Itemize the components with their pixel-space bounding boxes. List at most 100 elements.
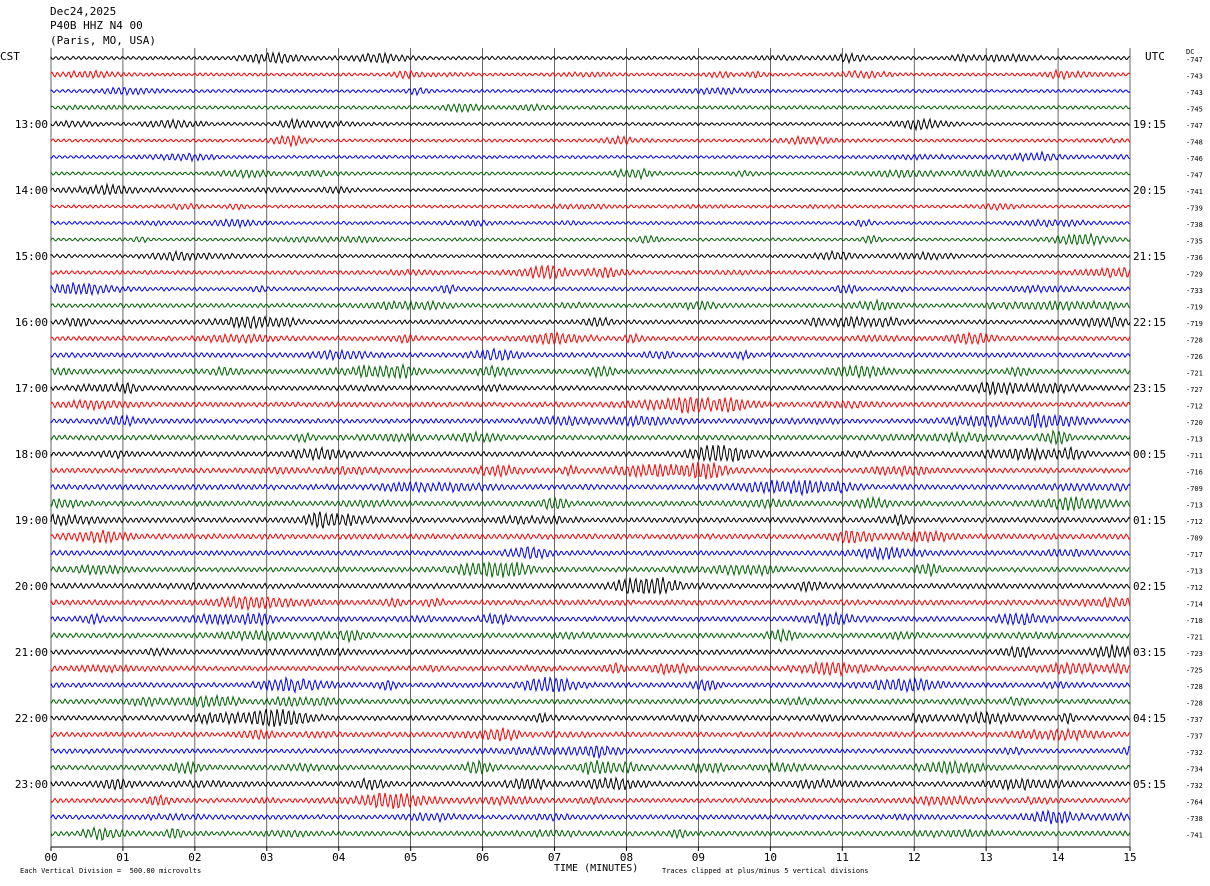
trace-row-44 xyxy=(50,759,1131,776)
utc-hour-label: 23:15 xyxy=(1133,382,1166,395)
cst-hour-label: 16:00 xyxy=(15,316,48,329)
dc-offset-label: -716 xyxy=(1186,469,1203,477)
dc-offset-label: -719 xyxy=(1186,320,1203,328)
trace-row-24 xyxy=(50,429,1131,446)
dc-offset-label: -727 xyxy=(1186,386,1203,394)
dc-offset-label: -725 xyxy=(1186,667,1203,675)
trace-row-6 xyxy=(50,134,1131,148)
clip-note: Traces clipped at plus/minus 5 vertical … xyxy=(662,867,869,875)
dc-offset-label: -719 xyxy=(1186,304,1203,312)
dc-offset-label: -720 xyxy=(1186,419,1203,427)
trace-row-29 xyxy=(50,511,1131,529)
dc-offset-label: -721 xyxy=(1186,634,1203,642)
utc-hour-label: 01:15 xyxy=(1133,514,1166,527)
dc-offset-label: -712 xyxy=(1186,403,1203,411)
cst-hour-label: 15:00 xyxy=(15,250,48,263)
dc-header-label: DC xyxy=(1186,48,1195,56)
x-tick-label: 06 xyxy=(476,851,489,864)
station-location: (Paris, MO, USA) xyxy=(50,34,156,47)
dc-offset-label: -737 xyxy=(1186,733,1203,741)
dc-offset-label: -728 xyxy=(1186,700,1203,708)
dc-offset-label: -711 xyxy=(1186,452,1203,460)
dc-offset-label: -764 xyxy=(1186,799,1203,807)
utc-hour-label: 04:15 xyxy=(1133,712,1166,725)
dc-offset-label: -713 xyxy=(1186,436,1203,444)
x-tick-label: 15 xyxy=(1123,851,1136,864)
dc-offset-label: -709 xyxy=(1186,535,1203,543)
trace-row-37 xyxy=(50,644,1131,659)
x-tick-label: 00 xyxy=(44,851,57,864)
trace-row-5 xyxy=(50,117,1131,132)
dc-offset-label: -741 xyxy=(1186,832,1203,840)
trace-row-11 xyxy=(50,218,1131,229)
x-tick-label: 01 xyxy=(116,851,129,864)
dc-offset-label: -712 xyxy=(1186,518,1203,526)
dc-offset-label: -709 xyxy=(1186,485,1203,493)
utc-hour-label: 22:15 xyxy=(1133,316,1166,329)
dc-offset-label: -729 xyxy=(1186,271,1203,279)
cst-hour-label: 17:00 xyxy=(15,382,48,395)
trace-row-9 xyxy=(50,182,1131,196)
dc-offset-label: -745 xyxy=(1186,106,1203,114)
utc-hour-label: 19:15 xyxy=(1133,118,1166,131)
trace-row-32 xyxy=(50,560,1131,578)
cst-hour-label: 18:00 xyxy=(15,448,48,461)
dc-offset-label: -714 xyxy=(1186,601,1203,609)
cst-hour-label: 23:00 xyxy=(15,778,48,791)
dc-offset-label: -733 xyxy=(1186,287,1203,295)
x-tick-label: 10 xyxy=(764,851,777,864)
trace-row-40 xyxy=(50,693,1131,709)
cst-hour-label: 19:00 xyxy=(15,514,48,527)
trace-row-2 xyxy=(50,68,1131,81)
trace-row-7 xyxy=(50,150,1131,163)
right-timezone-label: UTC xyxy=(1145,50,1165,63)
trace-row-28 xyxy=(50,495,1131,512)
trace-row-42 xyxy=(50,727,1131,743)
dc-offset-label: -726 xyxy=(1186,353,1203,361)
x-tick-label: 14 xyxy=(1051,851,1065,864)
trace-row-17 xyxy=(50,315,1131,330)
x-tick-label: 13 xyxy=(980,851,993,864)
dc-offset-label: -732 xyxy=(1186,749,1203,757)
trace-row-10 xyxy=(50,202,1131,212)
x-axis-title: TIME (MINUTES) xyxy=(554,863,639,874)
trace-row-1 xyxy=(50,51,1131,65)
dc-offset-label: -712 xyxy=(1186,584,1203,592)
dc-offset-label: -741 xyxy=(1186,188,1203,196)
x-tick-label: 09 xyxy=(692,851,705,864)
x-tick-label: 11 xyxy=(836,851,849,864)
cst-hour-label: 22:00 xyxy=(15,712,48,725)
trace-row-12 xyxy=(50,232,1131,247)
x-tick-label: 02 xyxy=(188,851,201,864)
dc-offset-label: -738 xyxy=(1186,815,1203,823)
vertical-division-note: Each Vertical Division = 500.00 microvol… xyxy=(20,867,202,875)
trace-row-8 xyxy=(50,167,1131,181)
station-code: P40B HHZ N4 00 xyxy=(50,19,143,32)
utc-hour-label: 02:15 xyxy=(1133,580,1166,593)
trace-row-41 xyxy=(50,708,1131,728)
dc-offset-label: -737 xyxy=(1186,716,1203,724)
trace-row-16 xyxy=(50,298,1131,312)
utc-hour-label: 00:15 xyxy=(1133,448,1166,461)
trace-row-38 xyxy=(50,660,1131,678)
dc-offset-label: -728 xyxy=(1186,683,1203,691)
x-tick-label: 03 xyxy=(260,851,273,864)
trace-row-45 xyxy=(50,776,1131,792)
trace-row-39 xyxy=(50,675,1131,694)
utc-hour-label: 21:15 xyxy=(1133,250,1166,263)
utc-hour-label: 05:15 xyxy=(1133,778,1166,791)
dc-offset-label: -747 xyxy=(1186,56,1203,64)
trace-row-3 xyxy=(50,86,1131,97)
dc-offset-label: -713 xyxy=(1186,502,1203,510)
trace-row-19 xyxy=(50,347,1131,362)
trace-row-36 xyxy=(50,627,1131,644)
trace-row-35 xyxy=(50,610,1131,628)
dc-offset-label: -735 xyxy=(1186,238,1203,246)
dc-offset-label: -739 xyxy=(1186,205,1203,213)
trace-row-14 xyxy=(50,264,1131,280)
trace-row-18 xyxy=(50,330,1131,346)
dc-offset-label: -736 xyxy=(1186,254,1203,262)
trace-row-26 xyxy=(50,461,1131,480)
trace-row-25 xyxy=(50,444,1131,463)
